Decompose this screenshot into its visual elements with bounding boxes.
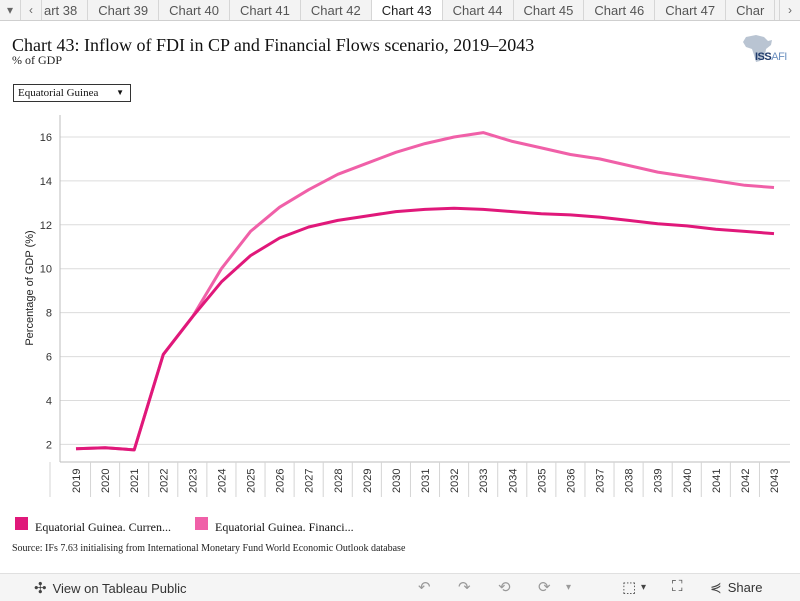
x-tick-label-2027: 2027 — [304, 469, 316, 493]
country-dropdown[interactable]: Equatorial Guinea ▼ — [13, 84, 131, 102]
x-tick-label-2029: 2029 — [362, 469, 374, 493]
x-tick-label-2038: 2038 — [624, 469, 636, 493]
x-tick-label-2030: 2030 — [391, 469, 403, 493]
x-tick-label-2034: 2034 — [507, 469, 519, 493]
legend-label-current-path: Equatorial Guinea. Curren... — [35, 520, 171, 534]
caret-down-icon: ▼ — [116, 88, 124, 97]
tab-chart-42[interactable]: Chart 42 — [300, 0, 372, 20]
view-on-tableau-button[interactable]: ✣ View on Tableau Public — [34, 579, 187, 597]
chevron-right-icon[interactable]: › — [779, 0, 800, 20]
tab-chart-48[interactable]: Char — [726, 0, 776, 20]
view-on-tableau-label: View on Tableau Public — [52, 580, 187, 596]
tab-chart-47[interactable]: Chart 47 — [655, 0, 727, 20]
x-tick-label-2036: 2036 — [565, 469, 577, 493]
y-tick-label-12: 12 — [40, 220, 52, 232]
tab-chart-44[interactable]: Chart 44 — [442, 0, 514, 20]
x-tick-label-2042: 2042 — [740, 469, 752, 493]
fullscreen-icon[interactable]: ⛶ — [672, 578, 683, 595]
tab-chart-38[interactable]: art 38 — [42, 0, 89, 20]
chart-subtitle: % of GDP — [12, 53, 62, 67]
x-tick-label-2026: 2026 — [275, 469, 287, 493]
logo-suffix: AFI — [771, 51, 787, 63]
iss-logo: ISSAFI — [755, 51, 787, 63]
y-tick-label-4: 4 — [46, 396, 52, 408]
chevron-left-icon[interactable]: ‹ — [21, 0, 42, 20]
y-tick-label-14: 14 — [40, 176, 52, 188]
y-tick-label-16: 16 — [40, 132, 52, 144]
legend-swatch-current-path — [15, 517, 28, 530]
x-tick-label-2022: 2022 — [158, 469, 170, 493]
x-tick-label-2043: 2043 — [769, 469, 781, 493]
redo-icon[interactable]: ↷ — [458, 579, 471, 596]
refresh-menu-chevron-icon[interactable]: ▾ — [566, 582, 572, 593]
y-axis-label: Percentage of GDP (%) — [24, 230, 36, 345]
tab-chart-43[interactable]: Chart 43 — [371, 0, 443, 20]
tableau-toolbar: ✣ View on Tableau Public ↶ ↷ ⟲ ⟳ ▾ ⬚ ▾ ⛶… — [0, 573, 800, 601]
x-tick-label-2040: 2040 — [682, 469, 694, 493]
tab-list: art 38 Chart 39 Chart 40 Chart 41 Chart … — [42, 0, 779, 20]
tab-chart-45[interactable]: Chart 45 — [513, 0, 585, 20]
tableau-icon: ✣ — [34, 580, 47, 597]
x-tick-label-2020: 2020 — [100, 469, 112, 493]
chart-title: Chart 43: Inflow of FDI in CP and Financ… — [12, 35, 535, 55]
y-tick-label-6: 6 — [46, 352, 52, 364]
revert-icon[interactable]: ⟲ — [498, 579, 511, 596]
tab-chart-46[interactable]: Chart 46 — [584, 0, 656, 20]
share-label: Share — [727, 580, 763, 595]
refresh-icon[interactable]: ⟳ — [538, 579, 551, 596]
y-tick-label-10: 10 — [40, 264, 52, 276]
x-tick-label-2023: 2023 — [187, 469, 199, 493]
x-tick-label-2021: 2021 — [129, 469, 141, 493]
chevron-down-icon[interactable]: ▾ — [0, 0, 21, 20]
tab-chart-40[interactable]: Chart 40 — [159, 0, 230, 20]
x-tick-label-2033: 2033 — [478, 469, 490, 493]
share-button[interactable]: ⋞ Share — [710, 579, 762, 596]
x-tick-label-2019: 2019 — [71, 469, 83, 493]
source-note: Source: IFs 7.63 initialising from Inter… — [12, 543, 406, 554]
legend-swatch-financial-flows — [195, 517, 208, 530]
legend-item-current-path[interactable]: Equatorial Guinea. Curren... — [15, 512, 171, 535]
legend-item-financial-flows[interactable]: Equatorial Guinea. Financi... — [195, 512, 354, 535]
x-tick-label-2025: 2025 — [246, 469, 258, 493]
line-chart: 2 4 6 8 10 12 14 16 2019 2020 2021 2022 2023 2024 2025… — [24, 115, 790, 497]
download-icon[interactable]: ⬚ — [622, 579, 637, 596]
tab-bar: ▾ ‹ art 38 Chart 39 Chart 40 Chart 41 Ch… — [0, 0, 800, 21]
series-line-current-path — [75, 206, 775, 452]
x-tick-label-2041: 2041 — [711, 469, 723, 493]
share-icon: ⋞ — [710, 579, 722, 595]
undo-icon[interactable]: ↶ — [418, 579, 431, 596]
x-tick-label-2037: 2037 — [595, 469, 607, 493]
x-tick-label-2031: 2031 — [420, 469, 432, 493]
x-tick-label-2032: 2032 — [449, 469, 461, 493]
tab-chart-39[interactable]: Chart 39 — [88, 0, 160, 20]
tab-chart-41[interactable]: Chart 41 — [230, 0, 301, 20]
africa-logo-icon — [743, 35, 772, 62]
download-menu-chevron-icon[interactable]: ▾ — [641, 582, 647, 593]
x-tick-label-2028: 2028 — [333, 469, 345, 493]
country-dropdown-value: Equatorial Guinea — [18, 87, 99, 99]
logo-text: ISS — [755, 51, 772, 63]
x-tick-label-2024: 2024 — [216, 469, 228, 493]
x-tick-label-2039: 2039 — [653, 469, 665, 493]
y-tick-label-8: 8 — [46, 308, 52, 320]
x-tick-label-2035: 2035 — [536, 469, 548, 493]
legend-label-financial-flows: Equatorial Guinea. Financi... — [215, 520, 354, 534]
series-line-financial-flows — [75, 131, 775, 452]
y-tick-label-2: 2 — [46, 439, 52, 451]
